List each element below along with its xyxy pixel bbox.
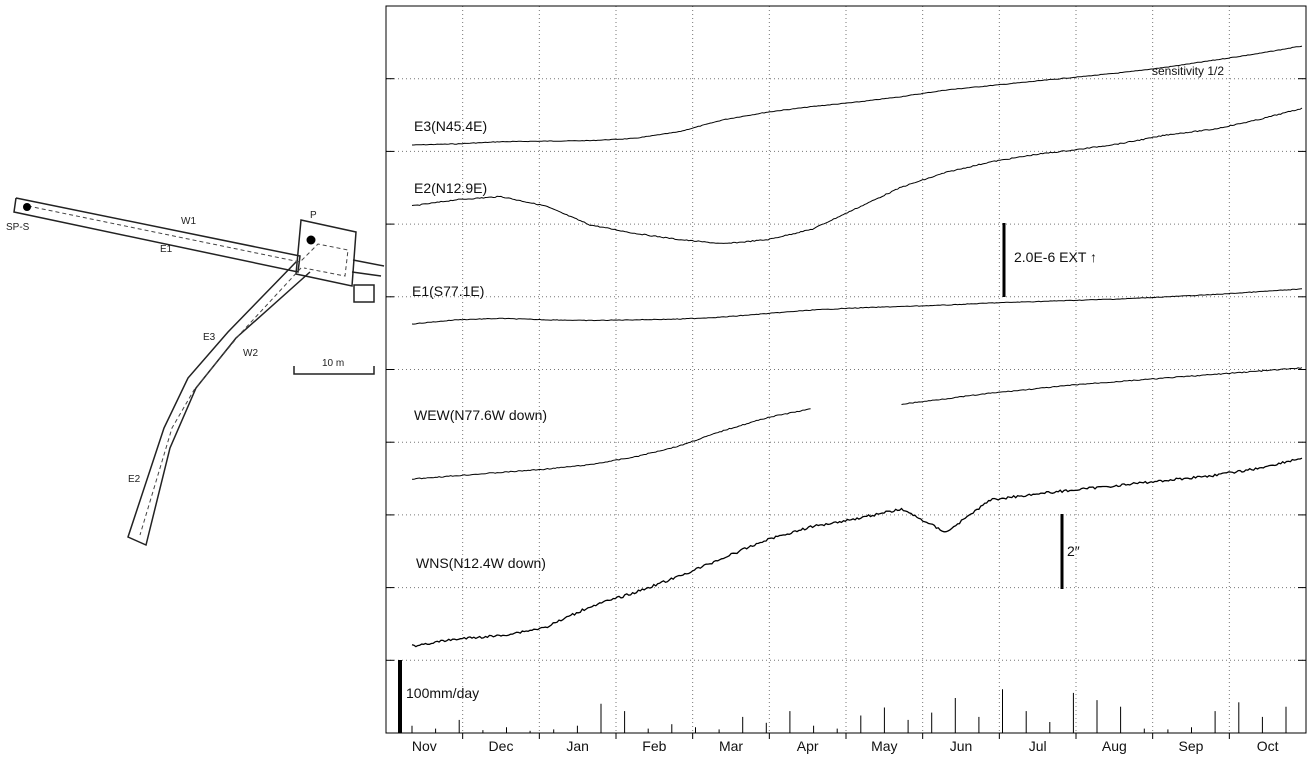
- series-label-e3: E3(N45.4E): [414, 118, 487, 134]
- series-line: [411, 288, 1303, 325]
- series-line: [411, 408, 811, 480]
- x-tick-label: Dec: [489, 738, 514, 754]
- station-sps-marker: [23, 203, 31, 211]
- series-label-e2: E2(N12.9E): [414, 180, 487, 196]
- tilt-scale-label: 2″: [1067, 543, 1080, 559]
- chart-grid: [386, 6, 1306, 733]
- label-p: P: [310, 210, 317, 221]
- x-tick-label: May: [871, 738, 897, 754]
- label-w1: W1: [181, 216, 196, 227]
- label-e3: E3: [203, 332, 216, 343]
- station-p-marker: [306, 235, 316, 245]
- scale-bar: [293, 366, 375, 375]
- x-tick-label: Oct: [1257, 738, 1279, 754]
- x-tick-label: Jan: [566, 738, 589, 754]
- rain-bars: [411, 689, 1287, 733]
- series-label-wns: WNS(N12.4W down): [416, 555, 546, 571]
- strain-scale-label: 2.0E-6 EXT ↑: [1014, 249, 1097, 265]
- x-tick-label: Sep: [1179, 738, 1204, 754]
- x-tick-label: Mar: [719, 738, 743, 754]
- label-e1: E1: [160, 244, 173, 255]
- scale-bar-label: 10 m: [322, 358, 344, 369]
- sensitivity-note: sensitivity 1/2: [1152, 64, 1224, 78]
- x-tick-label: Apr: [797, 738, 819, 754]
- x-tick-label: Nov: [412, 738, 437, 754]
- x-axis-ticks: Nov Dec Jan Feb Mar Apr May Jun Jul Aug Sep Oct: [412, 733, 1279, 754]
- series-label-e1: E1(S77.1E): [412, 283, 484, 299]
- series-line: [412, 45, 1303, 146]
- x-tick-label: Feb: [642, 738, 666, 754]
- x-tick-label: Aug: [1102, 738, 1127, 754]
- tunnel-centerline: [27, 205, 349, 536]
- label-sps: SP-S: [6, 222, 30, 233]
- label-w2: W2: [243, 348, 258, 359]
- series-label-wew: WEW(N77.6W down): [414, 407, 547, 423]
- series-group: [411, 45, 1303, 648]
- series-line: [411, 457, 1303, 648]
- label-e2: E2: [128, 474, 141, 485]
- x-tick-label: Jul: [1029, 738, 1047, 754]
- series-line: [411, 107, 1303, 244]
- tunnel-map: SP-S W1 E1 P E3 W2 E2 10 m: [6, 197, 385, 547]
- x-tick-label: Jun: [950, 738, 973, 754]
- rain-scale-label: 100mm/day: [406, 685, 479, 701]
- series-line: [901, 367, 1303, 405]
